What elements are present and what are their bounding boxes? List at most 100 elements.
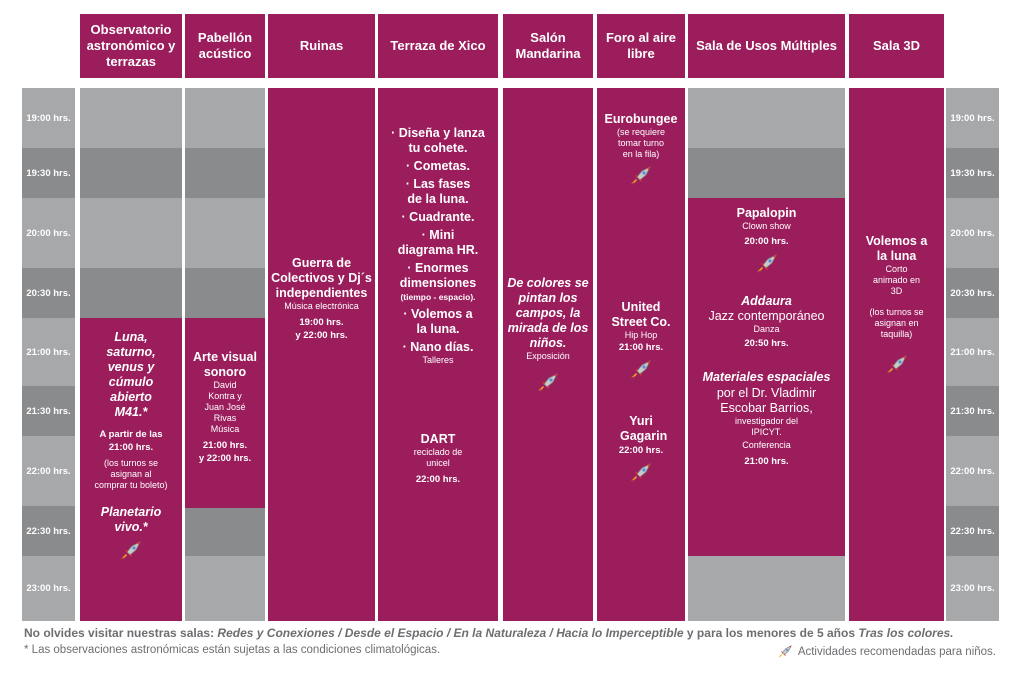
pabellon-artists: David Kontra y Juan José Rivas — [204, 380, 246, 423]
footer-legend: Actividades recomendadas para niños. — [776, 643, 996, 661]
planetario-title: Planetario vivo.* — [100, 505, 162, 534]
sala3d-type: Corto animado en 3D — [872, 264, 921, 296]
time-slot: 21:00 hrs. — [22, 318, 75, 386]
event-terraza-xico: · Diseña y lanza tu cohete. · Cometas. ·… — [378, 88, 498, 621]
event-ruinas: Guerra de Colectivos y Dj´s independient… — [268, 88, 375, 621]
xico-item: · Enormes dimensiones — [399, 261, 477, 290]
time-slot: 21:30 hrs. — [946, 386, 999, 436]
rocket-icon — [628, 357, 654, 383]
sala3d-title: Volemos a la luna — [865, 234, 928, 263]
materiales-role: investigador del IPICYT. — [734, 416, 799, 437]
rocket-icon — [884, 352, 910, 378]
time-slot: 23:00 hrs. — [946, 556, 999, 621]
event-salon-mandarina: De colores se pintan los campos, la mira… — [503, 88, 593, 621]
usc-genre: Hip Hop — [624, 330, 658, 340]
xico-talleres: Talleres — [422, 355, 454, 365]
event-sala-3d: Volemos a la luna Corto animado en 3D (l… — [849, 88, 944, 621]
addaura-genre: Jazz contemporáneo — [708, 309, 825, 323]
time-slot: 22:30 hrs. — [22, 506, 75, 556]
addaura-time: 20:50 hrs. — [744, 338, 789, 349]
yuri-title: Yuri Gagarin — [620, 414, 668, 443]
time-slot: 19:30 hrs. — [946, 148, 999, 198]
time-slot: 22:00 hrs. — [946, 436, 999, 506]
usc-time: 21:00 hrs. — [618, 342, 664, 353]
dart-title: DART — [420, 432, 456, 446]
materiales-por: por el Dr. Vladimir Escobar Barrios, — [716, 386, 817, 415]
header-foro: Foro al aire libre — [597, 14, 685, 78]
xico-item: · Cometas. — [406, 159, 470, 173]
dart-time: 22:00 hrs. — [415, 474, 461, 485]
materiales-type: Conferencia — [742, 440, 791, 450]
observatorio-note: (los turnos se asignan al comprar tu bol… — [94, 458, 168, 490]
sala-usos-column-bg — [688, 88, 845, 621]
event-sala-usos: Papalopin Clown show 20:00 hrs. Addaura … — [688, 198, 845, 556]
time-slot: 19:00 hrs. — [22, 88, 75, 148]
papalopin-time: 20:00 hrs. — [744, 236, 789, 247]
rocket-icon — [535, 370, 561, 396]
yuri-time: 22:00 hrs. — [618, 445, 664, 456]
time-column-left: 19:00 hrs. 19:30 hrs. 20:00 hrs. 20:30 h… — [22, 88, 75, 621]
xico-item: · Diseña y lanza tu cohete. — [391, 126, 485, 155]
pabellon-time2: y 22:00 hrs. — [198, 453, 252, 464]
dart-desc: reciclado de unicel — [413, 447, 463, 468]
time-column-right: 19:00 hrs. 19:30 hrs. 20:00 hrs. 20:30 h… — [946, 88, 999, 621]
rocket-icon — [628, 460, 654, 486]
xico-item: · Volemos a la luna. — [403, 307, 473, 336]
xico-item: · Cuadrante. — [401, 210, 475, 224]
ruinas-time1: 19:00 hrs. — [299, 317, 344, 328]
xico-item-note: (tiempo - espacio). — [400, 292, 476, 302]
rocket-icon — [754, 251, 780, 277]
eurobungee-note: (se requiere tomar turno en la fila) — [616, 127, 666, 159]
rocket-icon — [628, 163, 654, 189]
observatorio-title: Luna, saturno, venus y cúmulo abierto M4… — [106, 330, 156, 419]
papalopin-title: Papalopin — [736, 206, 797, 220]
pabellon-title: Arte visual sonoro — [193, 350, 257, 379]
ruinas-genre: Música electrónica — [284, 301, 359, 311]
time-slot: 21:30 hrs. — [22, 386, 75, 436]
rocket-icon — [776, 643, 794, 661]
time-slot: 20:30 hrs. — [22, 268, 75, 318]
header-ruinas: Ruinas — [268, 14, 375, 78]
ruinas-time2: y 22:00 hrs. — [295, 330, 348, 341]
footer-line1-a: No olvides visitar nuestras salas: — [24, 626, 218, 640]
time-slot: 22:30 hrs. — [946, 506, 999, 556]
materiales-time: 21:00 hrs. — [744, 456, 789, 467]
rocket-icon — [118, 538, 144, 564]
xico-item: · Mini diagrama HR. — [397, 228, 479, 257]
footer-disclaimer: * Las observaciones astronómicas están s… — [24, 644, 441, 656]
xico-item: · Nano días. — [402, 340, 474, 354]
footer-line1-b: y para los menores de 5 años — [683, 626, 859, 640]
observatorio-time: 21:00 hrs. — [108, 442, 154, 453]
eurobungee-title: Eurobungee — [604, 112, 678, 126]
time-slot: 20:00 hrs. — [946, 198, 999, 268]
usc-title: United Street Co. — [611, 300, 671, 329]
event-observatorio: Luna, saturno, venus y cúmulo abierto M4… — [80, 318, 182, 621]
pabellon-time1: 21:00 hrs. — [202, 440, 248, 451]
footer-line1-c: Tras los colores. — [858, 626, 954, 640]
addaura-type: Danza — [753, 324, 780, 334]
time-slot: 21:00 hrs. — [946, 318, 999, 386]
papalopin-type: Clown show — [742, 221, 791, 231]
time-slot: 23:00 hrs. — [22, 556, 75, 621]
footer-rooms: Redes y Conexiones / Desde el Espacio / … — [217, 626, 684, 640]
observatorio-time-label: A partir de las — [99, 429, 163, 440]
header-salon-mandarina: Salón Mandarina — [503, 14, 593, 78]
header-terraza-xico: Terraza de Xico — [378, 14, 498, 78]
header-pabellon: Pabellón acústico — [185, 14, 265, 78]
observatorio-column-bg — [80, 88, 182, 621]
materiales-title: Materiales espaciales — [702, 370, 831, 384]
time-slot: 20:00 hrs. — [22, 198, 75, 268]
event-pabellon: Arte visual sonoro David Kontra y Juan J… — [185, 318, 265, 508]
xico-item: · Las fases de la luna. — [405, 177, 471, 206]
footer-legend-text: Actividades recomendadas para niños. — [797, 646, 996, 658]
header-sala-usos: Sala de Usos Múltiples — [688, 14, 845, 78]
time-slot: 20:30 hrs. — [946, 268, 999, 318]
ruinas-title: Guerra de Colectivos y Dj´s independient… — [271, 256, 372, 300]
time-slot: 19:30 hrs. — [22, 148, 75, 198]
addaura-title: Addaura — [741, 294, 792, 308]
time-slot: 22:00 hrs. — [22, 436, 75, 506]
header-sala-3d: Sala 3D — [849, 14, 944, 78]
mandarina-type: Exposición — [526, 351, 570, 361]
pabellon-column-bg — [185, 88, 265, 621]
event-foro: Eurobungee (se requiere tomar turno en l… — [597, 88, 685, 621]
